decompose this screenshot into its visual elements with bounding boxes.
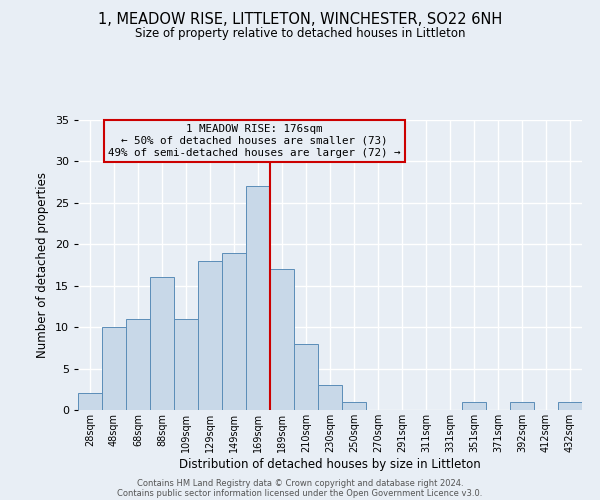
Bar <box>102 327 126 410</box>
Bar <box>462 402 486 410</box>
Bar <box>198 261 222 410</box>
Bar <box>150 278 174 410</box>
Bar <box>510 402 534 410</box>
Text: Contains public sector information licensed under the Open Government Licence v3: Contains public sector information licen… <box>118 488 482 498</box>
Bar <box>294 344 318 410</box>
Bar <box>270 269 294 410</box>
Bar <box>222 252 246 410</box>
Bar <box>246 186 270 410</box>
Bar <box>174 319 198 410</box>
Bar <box>126 319 150 410</box>
Bar <box>558 402 582 410</box>
X-axis label: Distribution of detached houses by size in Littleton: Distribution of detached houses by size … <box>179 458 481 470</box>
Text: Contains HM Land Registry data © Crown copyright and database right 2024.: Contains HM Land Registry data © Crown c… <box>137 478 463 488</box>
Text: 1, MEADOW RISE, LITTLETON, WINCHESTER, SO22 6NH: 1, MEADOW RISE, LITTLETON, WINCHESTER, S… <box>98 12 502 28</box>
Text: Size of property relative to detached houses in Littleton: Size of property relative to detached ho… <box>135 28 465 40</box>
Bar <box>318 385 342 410</box>
Y-axis label: Number of detached properties: Number of detached properties <box>36 172 49 358</box>
Text: 1 MEADOW RISE: 176sqm
← 50% of detached houses are smaller (73)
49% of semi-deta: 1 MEADOW RISE: 176sqm ← 50% of detached … <box>108 124 401 158</box>
Bar <box>78 394 102 410</box>
Bar <box>342 402 366 410</box>
